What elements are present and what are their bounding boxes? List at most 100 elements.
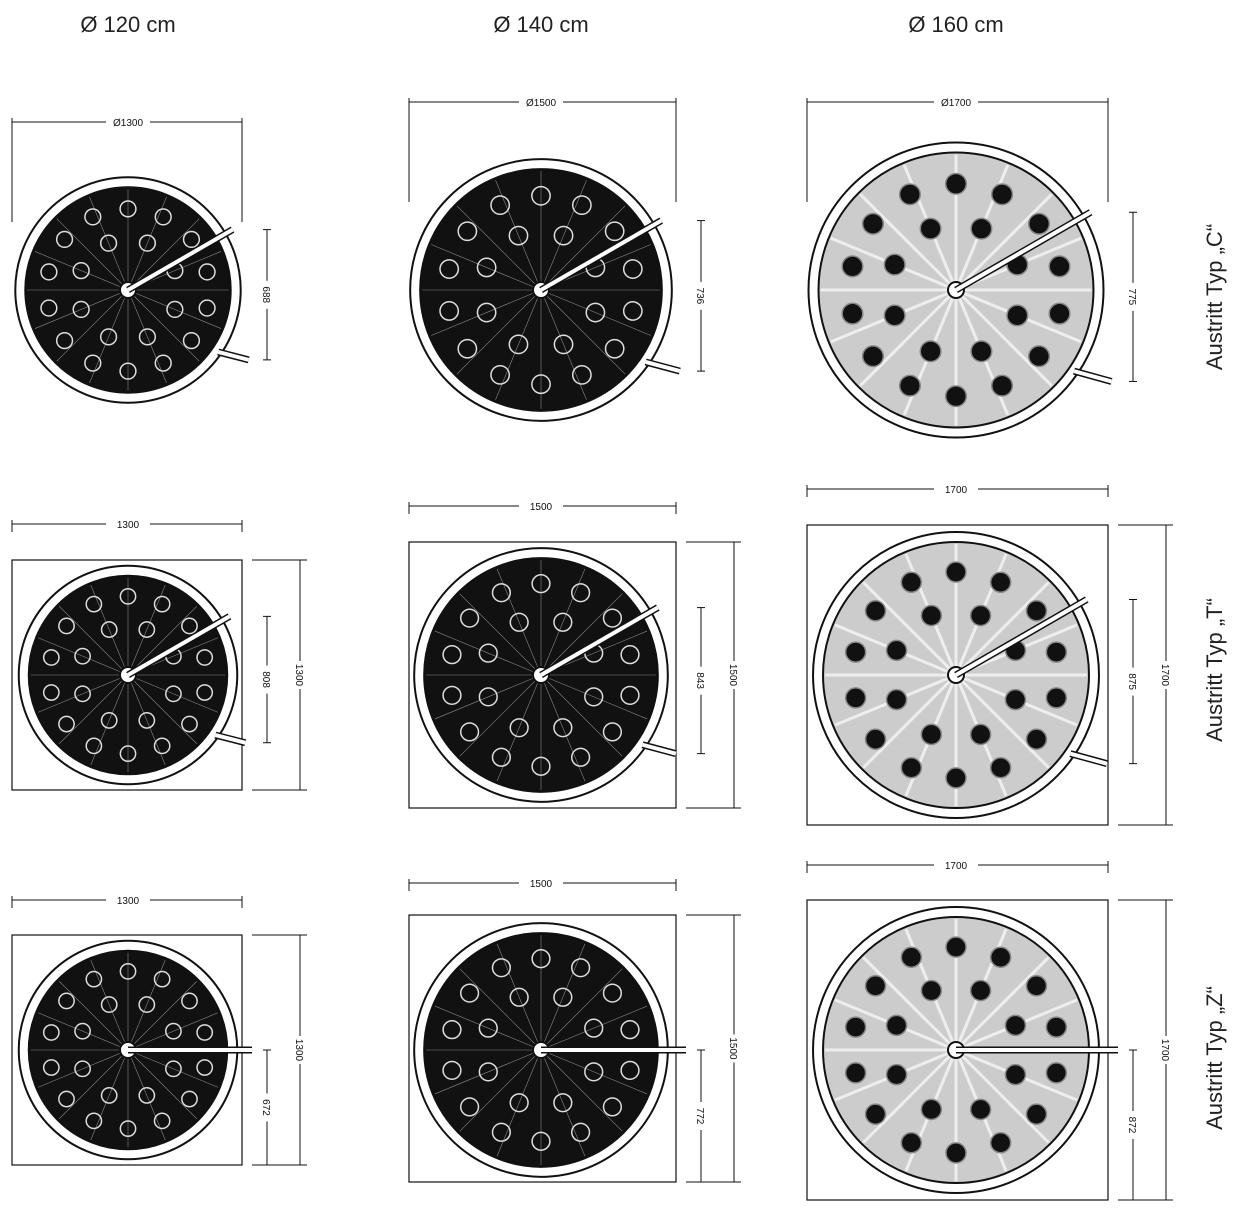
step-line (459, 674, 542, 757)
rosette (945, 936, 967, 958)
rosette (442, 645, 462, 665)
label-bg (728, 1034, 740, 1063)
rosette (138, 712, 156, 729)
rosette (84, 208, 102, 226)
step-line (496, 674, 542, 782)
exit-rail-inner (645, 360, 681, 374)
rosette (85, 1112, 103, 1130)
step-line (431, 244, 542, 291)
rosette (72, 261, 90, 280)
step-line (540, 205, 626, 291)
label-bg (728, 661, 740, 689)
rosette (459, 722, 480, 742)
rosette (509, 612, 529, 632)
rosette (883, 253, 906, 276)
rosette (74, 685, 91, 703)
rosette (182, 230, 201, 249)
rosette (944, 172, 968, 195)
step-line (496, 568, 542, 676)
step-line (89, 289, 129, 384)
step-line (459, 593, 542, 676)
label-bg (261, 280, 273, 309)
rosette (622, 259, 643, 279)
step-line (456, 205, 542, 291)
rosette (844, 1062, 867, 1084)
step-line (127, 1049, 218, 1088)
rosette (531, 949, 551, 969)
rosette (919, 217, 942, 240)
rosette (920, 604, 943, 627)
label-bg (294, 1036, 306, 1064)
rosette (119, 1120, 137, 1138)
step-line (954, 956, 1050, 1052)
step-line (127, 1012, 218, 1051)
handrail-inner (126, 614, 231, 677)
rosette (442, 1020, 462, 1040)
label-bg (106, 893, 150, 907)
rosette (55, 331, 74, 350)
step-line (540, 568, 586, 676)
rosette (442, 685, 462, 705)
step-line (954, 673, 1050, 769)
rosette (457, 338, 478, 359)
rosette (181, 992, 198, 1010)
label-bg (695, 1102, 707, 1130)
rosette (920, 723, 943, 746)
rosette (620, 685, 640, 705)
step-line (540, 1049, 623, 1132)
step-line (456, 289, 542, 375)
step-line (862, 673, 958, 769)
rosette (74, 647, 91, 665)
rosette (58, 992, 75, 1010)
rosette (100, 712, 118, 729)
step-line (127, 674, 218, 713)
rosette (570, 958, 591, 978)
step-line (59, 981, 129, 1051)
rosette (1048, 302, 1071, 325)
step-line (127, 674, 197, 744)
rosette (42, 684, 60, 701)
rosette (989, 571, 1012, 594)
step-line (540, 593, 623, 676)
step-line (540, 1005, 648, 1051)
step-line (127, 1049, 166, 1140)
step-line (127, 585, 166, 676)
label-bg (261, 1093, 273, 1122)
rosette (620, 1060, 640, 1080)
rosette (844, 1016, 867, 1038)
step-line (862, 956, 958, 1052)
rosette (1045, 1016, 1068, 1038)
rosette (620, 645, 640, 665)
rosette (602, 722, 623, 742)
dimension-label: 1700 (945, 861, 968, 872)
column-header: Ø 160 cm (908, 12, 1003, 37)
rosette (989, 946, 1012, 969)
row-label: Austritt Typ „T“ (1202, 598, 1227, 742)
rosette (844, 687, 867, 709)
rosette (585, 302, 606, 323)
dimension-label: 672 (260, 1099, 271, 1116)
rosette (531, 756, 551, 776)
rosette (138, 621, 156, 638)
rosette (584, 1018, 604, 1038)
step-line (90, 674, 129, 765)
step-line (496, 1049, 542, 1157)
rosette (491, 1122, 512, 1142)
rosette (991, 183, 1014, 206)
rosette (604, 338, 625, 359)
rosette (861, 345, 885, 368)
rosette (100, 1087, 118, 1104)
rosette (864, 728, 887, 750)
rosette (864, 975, 887, 997)
step-line (459, 1049, 542, 1132)
rosette (1025, 1103, 1048, 1125)
rosette (989, 1131, 1012, 1154)
step-line (540, 674, 623, 757)
rosette (42, 1024, 60, 1041)
dimension-label: 1300 (293, 664, 304, 687)
rosette (491, 747, 512, 767)
rosette (459, 983, 480, 1003)
rosette (969, 1098, 992, 1121)
step-line (38, 1012, 129, 1051)
